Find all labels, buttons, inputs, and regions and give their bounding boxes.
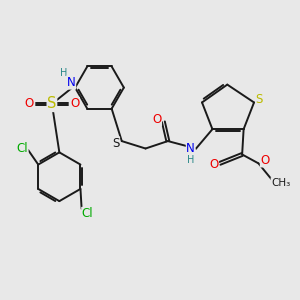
Text: O: O xyxy=(209,158,218,171)
Text: H: H xyxy=(187,155,194,165)
Text: Cl: Cl xyxy=(16,142,28,155)
Text: O: O xyxy=(260,154,270,167)
Text: CH₃: CH₃ xyxy=(271,178,290,188)
Text: Cl: Cl xyxy=(82,207,93,220)
Text: H: H xyxy=(60,68,68,78)
Text: S: S xyxy=(47,96,57,111)
Text: O: O xyxy=(152,113,161,126)
Text: N: N xyxy=(67,76,76,89)
Text: S: S xyxy=(256,93,263,106)
Text: O: O xyxy=(24,98,34,110)
Text: S: S xyxy=(112,137,119,150)
Text: O: O xyxy=(70,98,80,110)
Text: N: N xyxy=(186,142,195,155)
